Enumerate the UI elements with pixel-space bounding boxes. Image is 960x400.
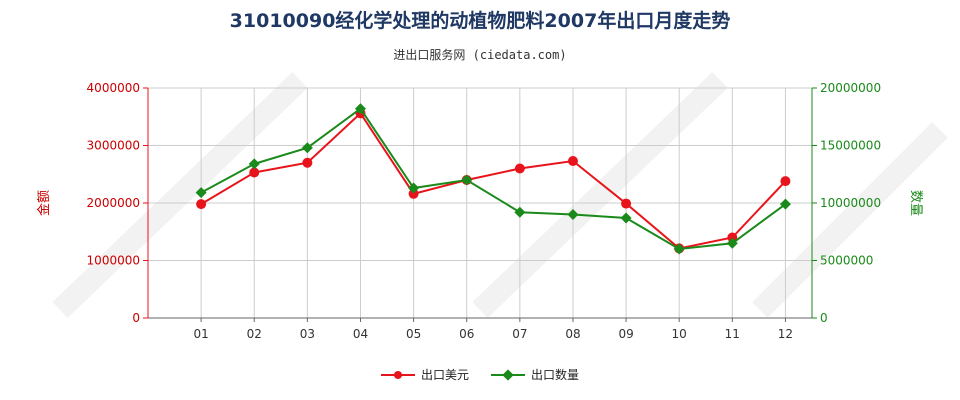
chart-subtitle: 进出口服务网 (ciedata.com) [393, 48, 567, 62]
point-usd [780, 176, 791, 187]
point-usd [567, 156, 578, 167]
y-right-tick-label: 20000000 [820, 81, 881, 95]
y-right-tick-label: 10000000 [820, 196, 881, 210]
watermark-stripe [52, 72, 308, 318]
x-tick-label: 05 [406, 327, 421, 341]
watermark [52, 72, 948, 318]
legend-line-usd-icon [380, 370, 415, 379]
point-qty [779, 198, 791, 210]
point-usd [621, 198, 632, 209]
watermark-stripe [472, 72, 728, 318]
series-line-qty [200, 107, 787, 251]
x-tick-label: 04 [353, 327, 368, 341]
point-usd [408, 188, 419, 199]
x-tick-label: 11 [725, 327, 740, 341]
legend-item-usd[interactable]: 出口美元 [380, 366, 469, 383]
x-tick-label: 09 [618, 327, 633, 341]
grid [148, 87, 812, 318]
chart-title: 31010090经化学处理的动植物肥料2007年出口月度走势 [229, 10, 731, 32]
point-usd [249, 167, 260, 178]
point-usd [196, 199, 207, 210]
y-axis-left-title: 金额 [36, 190, 52, 216]
legend-label-qty: 出口数量 [531, 368, 580, 382]
point-qty [195, 187, 207, 199]
legend-item-qty[interactable]: 出口数量 [491, 366, 579, 383]
point-qty [408, 182, 420, 194]
point-qty [673, 243, 685, 255]
y-right-tick-label: 0 [820, 311, 828, 325]
y-left-tick-label: 2000000 [87, 196, 140, 210]
point-qty [514, 206, 526, 218]
y-left-tick-label: 4000000 [87, 81, 140, 95]
point-qty [354, 103, 366, 115]
point-qty [461, 174, 473, 186]
ticks: 0100000020000003000000400000005000000100… [87, 81, 882, 341]
point-qty [620, 212, 632, 224]
x-tick-label: 03 [300, 327, 315, 341]
x-tick-label: 07 [512, 327, 527, 341]
point-qty [248, 158, 260, 170]
y-axis-right-title: 数量 [908, 190, 923, 216]
x-tick-label: 01 [193, 327, 208, 341]
y-left-tick-label: 0 [132, 311, 140, 325]
x-tick-label: 10 [672, 327, 687, 341]
point-usd [727, 232, 738, 243]
point-qty [726, 237, 738, 249]
point-qty [301, 142, 313, 154]
x-tick-label: 06 [459, 327, 474, 341]
y-left-tick-label: 1000000 [87, 254, 140, 268]
point-usd [302, 157, 313, 168]
x-tick-label: 12 [778, 327, 793, 341]
y-left-tick-label: 3000000 [87, 139, 140, 153]
y-right-tick-label: 15000000 [820, 139, 881, 153]
legend: 出口美元 出口数量 [0, 366, 960, 383]
point-usd [514, 163, 525, 174]
legend-line-qty-icon [491, 368, 525, 381]
series-line-usd [200, 111, 787, 250]
x-tick-label: 02 [247, 327, 262, 341]
y-right-tick-label: 5000000 [820, 254, 873, 268]
legend-label-usd: 出口美元 [420, 368, 469, 382]
x-tick-label: 08 [565, 327, 580, 341]
point-qty [567, 209, 579, 220]
series [195, 103, 791, 255]
watermark-stripe [752, 122, 948, 318]
